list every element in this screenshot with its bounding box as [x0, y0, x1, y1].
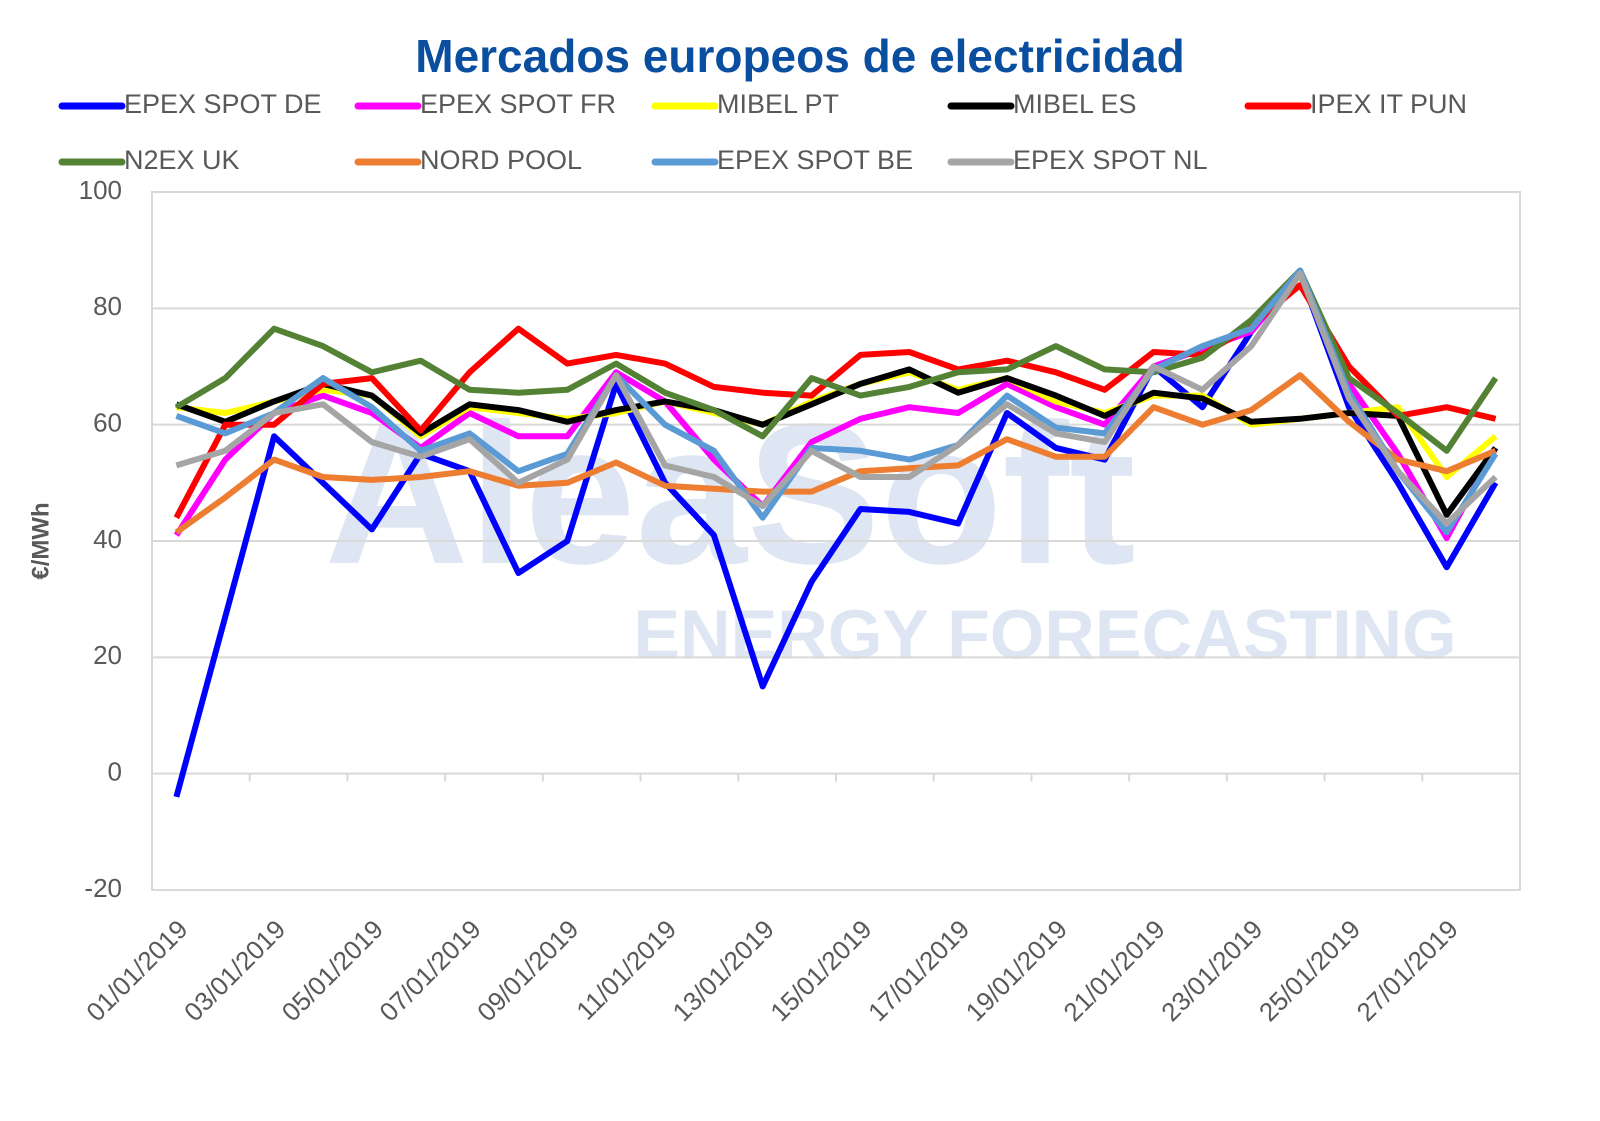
series-line — [175, 366, 1499, 518]
legend-label: EPEX SPOT BE — [717, 145, 913, 175]
y-tick-label: 60 — [93, 408, 122, 438]
x-tick-label: 09/01/2019 — [471, 914, 584, 1027]
y-tick-label: 20 — [93, 640, 122, 670]
x-tick-label: 07/01/2019 — [373, 914, 486, 1027]
x-tick-label: 05/01/2019 — [276, 914, 389, 1027]
x-tick-label: 01/01/2019 — [80, 914, 193, 1027]
legend-label: MIBEL PT — [717, 89, 839, 119]
y-tick-label: 100 — [79, 175, 122, 205]
y-tick-label: -20 — [84, 873, 122, 903]
x-tick-label: 13/01/2019 — [667, 914, 780, 1027]
y-tick-label: 80 — [93, 291, 122, 321]
watermark: ENERGY FORECASTING — [633, 595, 1456, 673]
x-tick-label: 11/01/2019 — [570, 914, 682, 1026]
y-tick-label: 0 — [108, 757, 122, 787]
x-tick-label: 25/01/2019 — [1253, 914, 1366, 1027]
x-tick-label: 23/01/2019 — [1155, 914, 1268, 1027]
x-tick-label: 03/01/2019 — [178, 914, 291, 1027]
x-tick-label: 27/01/2019 — [1351, 914, 1464, 1027]
legend-label: EPEX SPOT NL — [1013, 145, 1208, 175]
y-tick-label: 40 — [93, 524, 122, 554]
legend-label: IPEX IT PUN — [1310, 89, 1467, 119]
series-line — [175, 270, 1498, 527]
x-tick-label: 17/01/2019 — [862, 914, 975, 1027]
legend-label: MIBEL ES — [1013, 89, 1137, 119]
chart-title: Mercados europeos de electricidad — [415, 30, 1185, 82]
legend-label: N2EX UK — [124, 145, 240, 175]
series-line — [174, 372, 1497, 535]
series-line — [175, 267, 1499, 536]
legend-label: EPEX SPOT FR — [420, 89, 616, 119]
y-axis-label: €/MWh — [27, 502, 54, 579]
legend-label: NORD POOL — [420, 145, 582, 175]
x-tick-label: 19/01/2019 — [960, 914, 1073, 1027]
x-tick-label: 15/01/2019 — [764, 914, 877, 1027]
x-tick-label: 21/01/2019 — [1057, 914, 1170, 1027]
legend-label: EPEX SPOT DE — [124, 89, 322, 119]
